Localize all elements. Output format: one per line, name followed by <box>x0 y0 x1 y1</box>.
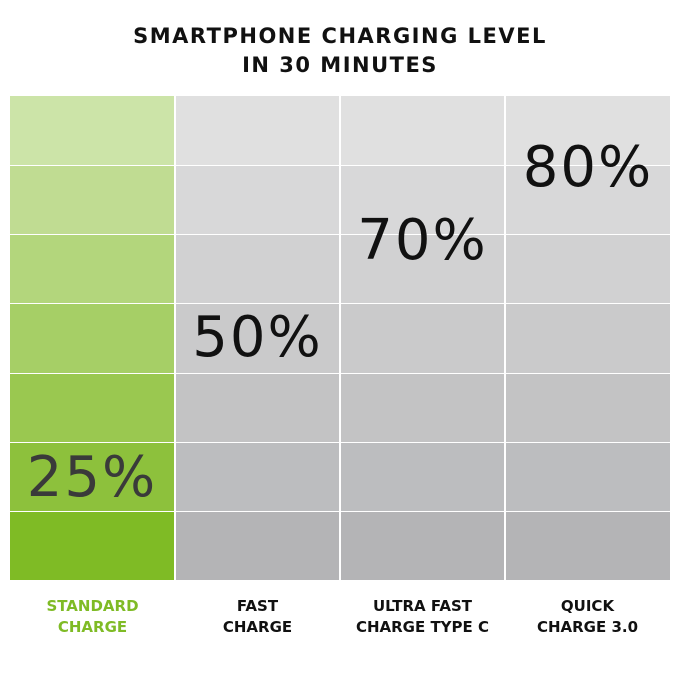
grid-cell <box>10 166 174 235</box>
grid-cell <box>341 96 504 166</box>
grid-cell <box>176 373 339 442</box>
grid-cell <box>176 511 339 580</box>
chart-area: 25% 50% 70% 80% <box>10 96 670 580</box>
title-line-2: IN 30 MINUTES <box>242 53 438 77</box>
grid-cell <box>10 96 174 166</box>
grid-cell <box>341 304 504 373</box>
grid-cell <box>506 166 670 235</box>
category-label-line: FAST <box>236 597 279 615</box>
grid-cell <box>10 373 174 442</box>
data-label: 80% <box>522 134 654 200</box>
category-label-line: CHARGE TYPE C <box>355 618 490 636</box>
category-label-line: CHARGE <box>222 618 293 636</box>
grid-cell <box>10 511 174 580</box>
grid-cell <box>341 235 504 304</box>
grid-cell <box>10 235 174 304</box>
grid-cell <box>506 304 670 373</box>
grid-cell <box>176 235 339 304</box>
grid-cell <box>506 96 670 166</box>
grid-cell <box>176 304 339 373</box>
grid-cell <box>341 373 504 442</box>
category-label-line: ULTRA FAST <box>372 597 473 615</box>
category-label-line: QUICK <box>560 597 615 615</box>
category-label: QUICK CHARGE 3.0 <box>505 596 670 638</box>
category-label: FAST CHARGE <box>175 596 340 638</box>
data-label: 70% <box>357 208 488 274</box>
grid-cell <box>176 96 339 166</box>
grid-cell <box>10 304 174 373</box>
data-label: 25% <box>26 445 158 510</box>
grid-cell <box>506 235 670 304</box>
bar-column: 50% <box>176 96 339 580</box>
title-line-1: SMARTPHONE CHARGING LEVEL <box>133 24 547 48</box>
grid-cell <box>341 166 504 235</box>
category-label-line: CHARGE 3.0 <box>536 618 639 636</box>
category-label: STANDARD CHARGE <box>10 596 175 638</box>
category-label-line: CHARGE <box>57 618 128 636</box>
grid-cell <box>341 511 504 580</box>
bar-column: 80% <box>506 96 670 580</box>
grid-cell <box>10 442 174 511</box>
grid-cell <box>506 511 670 580</box>
data-label: 50% <box>192 305 323 370</box>
grid-cell <box>506 373 670 442</box>
category-label: ULTRA FAST CHARGE TYPE C <box>340 596 505 638</box>
grid-cell <box>341 442 504 511</box>
bar-column: 25% <box>10 96 174 580</box>
chart-title: SMARTPHONE CHARGING LEVEL IN 30 MINUTES <box>0 22 680 80</box>
grid-cell <box>176 442 339 511</box>
category-label-line: STANDARD <box>46 597 139 615</box>
grid-cell <box>176 166 339 235</box>
grid-cell <box>506 442 670 511</box>
bar-column: 70% <box>341 96 504 580</box>
